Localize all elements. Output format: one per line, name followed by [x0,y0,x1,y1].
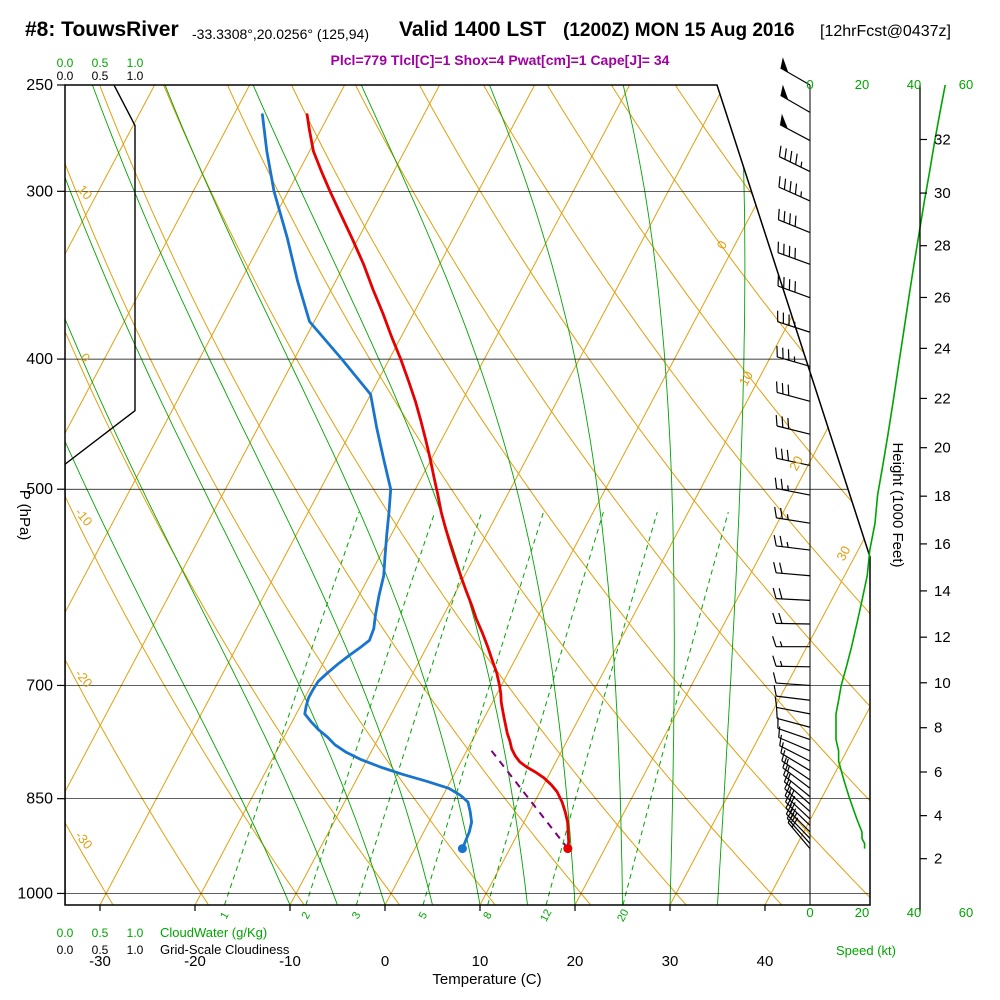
surface-dots [457,844,573,854]
svg-text:-20: -20 [184,953,206,970]
svg-text:0.0: 0.0 [57,926,74,940]
svg-text:20: 20 [786,453,806,473]
svg-text:3: 3 [350,910,363,921]
svg-text:1.0: 1.0 [127,926,144,940]
svg-text:12: 12 [934,629,951,646]
svg-text:0.5: 0.5 [92,943,109,957]
svg-text:10: 10 [736,369,756,389]
plot-border [64,84,871,906]
temperature-curve [305,113,571,850]
svg-text:10: 10 [75,182,96,203]
svg-text:40: 40 [907,77,921,92]
svg-text:Height (1000 Feet): Height (1000 Feet) [889,442,906,567]
station-title: #8: TouwsRiver [25,18,179,41]
svg-text:0.5: 0.5 [92,69,109,83]
svg-text:300: 300 [26,183,53,200]
svg-text:12: 12 [538,907,554,923]
wind-barbs [772,57,811,905]
svg-text:24: 24 [934,340,951,357]
svg-text:4: 4 [934,808,942,825]
svg-text:10: 10 [472,953,489,970]
svg-text:Grid-Scale Cloudiness: Grid-Scale Cloudiness [160,942,290,957]
svg-text:700: 700 [26,677,53,694]
svg-text:1.0: 1.0 [127,943,144,957]
svg-text:1.0: 1.0 [127,56,144,70]
svg-text:0.0: 0.0 [57,56,74,70]
dry-adiabats [65,85,870,905]
svg-text:40: 40 [907,905,921,920]
valid-time: Valid 1400 LST [399,18,547,41]
svg-text:8: 8 [934,720,942,737]
svg-text:20: 20 [855,77,869,92]
svg-text:10: 10 [934,675,951,692]
svg-text:500: 500 [26,481,53,498]
svg-text:2: 2 [300,910,313,921]
svg-text:20: 20 [567,953,584,970]
svg-text:-30: -30 [89,953,111,970]
svg-text:30: 30 [833,543,853,563]
svg-text:60: 60 [959,77,973,92]
svg-text:60: 60 [959,905,973,920]
svg-text:28: 28 [934,238,951,255]
svg-text:CloudWater (g/Kg): CloudWater (g/Kg) [160,925,267,940]
svg-text:26: 26 [934,289,951,306]
svg-text:1: 1 [218,910,231,921]
svg-text:1000: 1000 [17,885,53,902]
speed-curve [835,84,946,849]
svg-text:20: 20 [934,440,951,457]
svg-text:250: 250 [26,77,53,94]
svg-text:-10: -10 [279,953,301,970]
svg-text:20: 20 [855,905,869,920]
svg-text:32: 32 [934,131,951,148]
svg-text:14: 14 [934,583,951,600]
svg-text:2: 2 [934,851,942,868]
svg-text:30: 30 [662,953,679,970]
svg-text:Speed (kt): Speed (kt) [836,943,896,958]
pressure-gridlines [65,190,870,894]
svg-text:0.5: 0.5 [92,56,109,70]
dewpoint-curve [260,113,474,850]
station-coords: -33.3308°,20.0256° (125,94) [192,26,369,42]
svg-text:850: 850 [26,791,53,808]
svg-text:0: 0 [806,905,813,920]
svg-text:20: 20 [615,907,631,923]
mixing-ratio-lines [224,511,729,905]
svg-text:0.0: 0.0 [57,69,74,83]
svg-text:5: 5 [417,910,430,921]
svg-text:18: 18 [934,488,951,505]
svg-text:16: 16 [934,536,951,553]
svg-text:-20: -20 [72,666,96,690]
valid-date: (1200Z) MON 15 Aug 2016 [563,20,795,41]
svg-text:0.5: 0.5 [92,926,109,940]
stability-params: Plcl=779 Tlcl[C]=1 Shox=4 Pwat[cm]=1 Cap… [330,52,670,68]
svg-text:-30: -30 [72,828,96,852]
svg-text:Temperature (C): Temperature (C) [432,971,541,988]
cloudiness-profile [65,85,136,905]
svg-text:22: 22 [934,390,951,407]
svg-text:-10: -10 [72,505,96,529]
svg-text:1.0: 1.0 [127,69,144,83]
svg-text:30: 30 [934,185,951,202]
svg-text:0: 0 [806,77,813,92]
forecast-tag: [12hrFcst@0437z] [820,23,951,40]
svg-text:40: 40 [757,953,774,970]
svg-text:P (hPa): P (hPa) [16,490,33,541]
svg-text:0.0: 0.0 [57,943,74,957]
parcel-trace [488,747,569,850]
svg-text:0: 0 [381,953,389,970]
svg-text:400: 400 [26,351,53,368]
svg-text:0: 0 [713,238,730,251]
svg-text:6: 6 [934,764,942,781]
svg-text:8: 8 [481,910,494,921]
moist-adiabats [65,85,746,905]
